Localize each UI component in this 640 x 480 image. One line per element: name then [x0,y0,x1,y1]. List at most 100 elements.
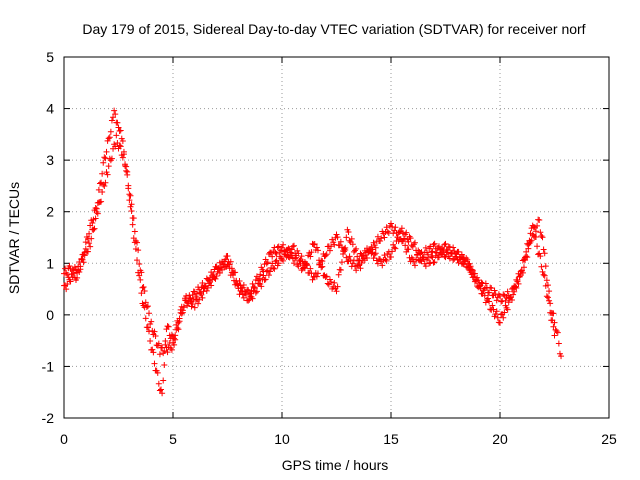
data-point [525,241,532,248]
data-point [396,236,403,243]
data-point [504,288,511,295]
data-point [224,253,231,260]
data-point [135,247,142,254]
data-point [473,276,480,283]
data-point [349,241,356,248]
data-point [464,264,471,271]
data-point [95,186,102,193]
data-point [543,293,550,300]
data-point [429,248,436,255]
data-point [283,253,290,260]
data-point [361,257,368,264]
data-point [117,127,124,134]
data-point [357,265,364,272]
data-point [164,349,171,356]
data-point [96,180,103,187]
data-point [124,168,131,175]
data-point [273,250,280,257]
x-axis-label: GPS time / hours [282,457,389,473]
data-point [105,163,112,170]
data-point [482,280,489,287]
data-point [240,282,247,289]
data-point [295,250,302,257]
data-point [134,257,141,264]
data-point [296,257,303,264]
x-tick-label: 10 [274,431,290,447]
x-tick-label: 20 [492,431,508,447]
data-point [313,244,320,251]
data-point [440,248,447,255]
data-point [374,233,381,240]
data-point [88,235,95,242]
data-point [406,233,413,240]
data-point [407,235,414,242]
data-point [154,369,161,376]
data-point [378,235,385,242]
data-point [337,267,344,274]
data-point [161,347,168,354]
data-point [87,243,94,250]
data-point [544,294,551,301]
data-point [374,260,381,267]
data-point [504,306,511,313]
data-point [319,258,326,265]
data-point [226,265,233,272]
data-point [151,360,158,367]
data-point [247,290,254,297]
data-point [471,270,478,277]
data-point [398,225,405,232]
data-point [205,280,212,287]
data-point [500,291,507,298]
data-point [89,219,96,226]
data-point [101,183,108,190]
data-point [372,244,379,251]
data-point [392,245,399,252]
data-point [547,309,554,316]
data-point [383,257,390,264]
data-point [301,265,308,272]
data-point [396,228,403,235]
data-point [225,258,232,265]
data-point [514,277,521,284]
data-point [233,278,240,285]
data-point [343,254,350,261]
data-point [70,270,77,277]
data-point [171,335,178,342]
data-point [416,249,423,256]
data-point [345,229,352,236]
data-point [323,273,330,280]
data-point [455,259,462,266]
data-point [420,256,427,263]
y-tick-label: -2 [42,410,55,426]
y-tick-label: 0 [46,307,54,323]
data-point [546,288,553,295]
data-point [91,225,98,232]
data-point [285,245,292,252]
data-point [264,259,271,266]
data-point [257,271,264,278]
plot-frame [63,56,610,419]
data-point [137,276,144,283]
data-point [510,291,517,298]
data-point [346,253,353,260]
data-point [86,230,93,237]
data-point [342,247,349,254]
data-point [270,264,277,271]
data-point [307,265,314,272]
data-point [260,272,267,279]
data-point [385,248,392,255]
data-point [112,143,119,150]
data-point [240,294,247,301]
data-point [178,310,185,317]
data-point [69,274,76,281]
data-point [487,284,494,291]
data-point [529,222,536,229]
data-point [287,250,294,257]
data-point [192,293,199,300]
data-point [527,230,534,237]
data-point [526,240,533,247]
data-point [77,263,84,270]
data-point [493,308,500,315]
data-point [143,304,150,311]
data-point [547,300,554,307]
